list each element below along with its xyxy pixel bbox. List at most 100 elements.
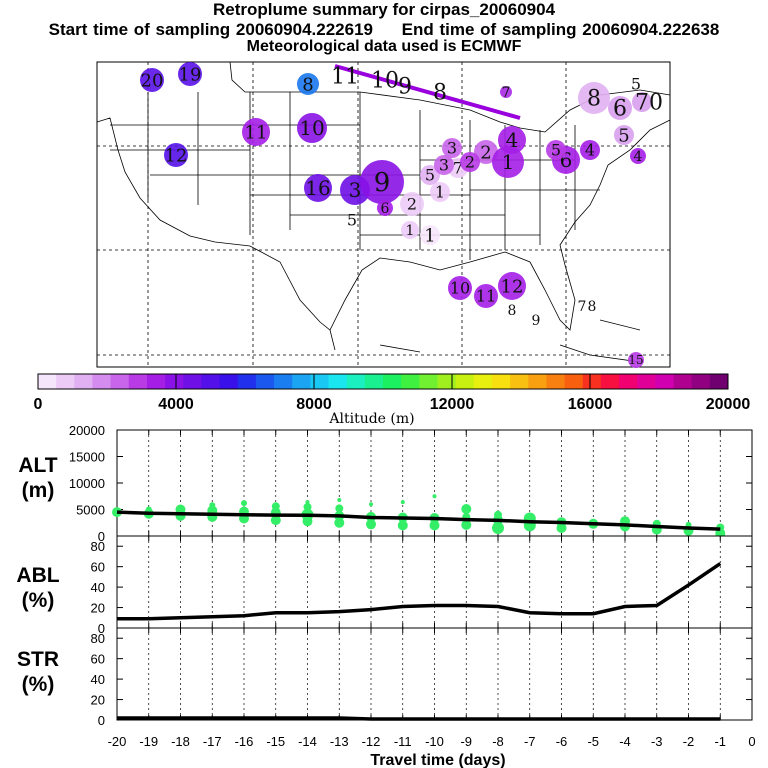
altitude-scatter-point [271,502,280,511]
plume-circle [360,160,404,204]
colorbar-swatch [128,374,148,389]
panel-alt: 0 5000 10000 15000 20000 ALT(m) [18,423,753,544]
y-tick-label: 5000 [76,503,105,518]
plume-day-label: 5 [347,211,357,230]
y-tick-label: 20000 [69,423,105,438]
colorbar-swatch [619,374,638,389]
colorbar: 0 4000 8000 12000 16000 20000 [34,373,750,413]
plume-circle [434,155,454,175]
altitude-scatter-point [461,519,472,530]
x-tick-label: -10 [425,734,444,749]
colorbar-swatch [183,374,202,389]
x-tick-label: -2 [683,734,695,749]
colorbar-swatch [38,374,57,389]
altitude-scatter-point [397,520,408,531]
altitude-scatter-point [270,515,281,526]
colorbar-swatch [600,374,620,389]
plume-circle [297,113,327,143]
plume-day-label: 7 [578,299,587,315]
panel-abl: 0 20 40 60 80 ABL(%) [16,535,753,636]
y-tick-label: 0 [98,621,105,636]
colorbar-swatch [346,374,366,389]
x-tick-label: -18 [171,734,190,749]
colorbar-swatch [201,374,221,389]
x-tick-label: -8 [492,734,504,749]
plume-day-label: 4 [634,149,643,165]
plume-day-label: 11 [476,287,496,306]
plume-circle [400,192,424,216]
colorbar-swatch [419,374,438,389]
plume-circle [578,82,610,114]
plume-day-label: 9 [532,313,541,329]
panel-unit: (m) [22,479,55,502]
colorbar-swatch [437,374,457,389]
plume-day-label: 3 [447,139,457,158]
x-tick-label: -16 [235,734,254,749]
plume-day-label: 4 [585,141,595,160]
plume-day-label: 10 [371,69,399,94]
colorbar-swatch [673,374,693,389]
colorbar-swatch [455,374,475,389]
x-tick-label: 0 [748,734,755,749]
altitude-scatter-point [494,510,502,519]
x-tick-label: -11 [394,734,412,749]
series-line-alt [116,510,721,531]
plume-day-label: 7 [502,85,511,101]
y-tick-label: 40 [91,580,105,595]
plume-circle [377,200,393,216]
plume-circle [474,284,498,308]
x-tick-label: -13 [330,734,349,749]
plume-day-label: 10 [450,279,470,298]
panel-unit: (%) [22,589,55,612]
altitude-scatter-point [305,500,310,505]
y-tick-label: 80 [91,539,105,554]
plume-day-label: 4 [506,128,519,152]
altitude-scatter-point [334,517,345,528]
plume-day-label: 5 [425,166,435,185]
plume-circle [546,140,566,160]
y-tick-label: 0 [98,529,105,544]
altitude-scatter-point [303,502,312,511]
plume-day-label: 2 [465,153,475,172]
x-tick-label: -9 [460,734,472,749]
plume-circle [614,125,634,145]
altitude-scatter-point [366,519,376,530]
x-tick-label: -7 [524,734,536,749]
colorbar-swatch [655,374,675,389]
plume-day-label: 15 [628,353,643,367]
colorbar-swatch [110,374,130,389]
colorbar-swatch [401,374,420,389]
panel-str: 0 20 40 60 80 STR(%) [17,627,753,728]
altitude-scatter-point [400,500,405,505]
y-tick-label: 60 [91,652,105,667]
plume-day-label: 6 [381,201,390,217]
colorbar-swatch [255,374,275,389]
x-tick-label: -4 [619,734,631,749]
y-tick-label: 60 [91,560,105,575]
colorbar-tick-label: 0 [34,396,43,413]
colorbar-tick-label: 16000 [568,396,613,413]
colorbar-swatch [165,374,184,389]
altitude-scatter-point [492,522,504,534]
y-tick-label: 80 [91,631,105,646]
plume-circle [628,352,644,368]
plume-day-label: 1 [406,223,415,239]
altitude-scatter-point [432,494,437,499]
y-tick-label: 20 [91,693,105,708]
panel-label: ALT [18,454,57,477]
colorbar-swatch [510,374,529,389]
altitude-scatter-point [429,520,440,531]
y-tick-label: 10000 [69,476,105,491]
plume-day-label: 5 [631,75,641,94]
plume-day-label: 10 [299,116,324,140]
x-tick-label: -15 [266,734,285,749]
x-tick-label: -12 [362,734,381,749]
map-grid [97,62,670,367]
plume-day-label: 6 [613,97,627,122]
plume-day-label: 12 [501,276,524,297]
colorbar-swatch [473,374,493,389]
altitude-scatter-point [241,500,247,507]
plume-day-label: 5 [618,125,629,146]
